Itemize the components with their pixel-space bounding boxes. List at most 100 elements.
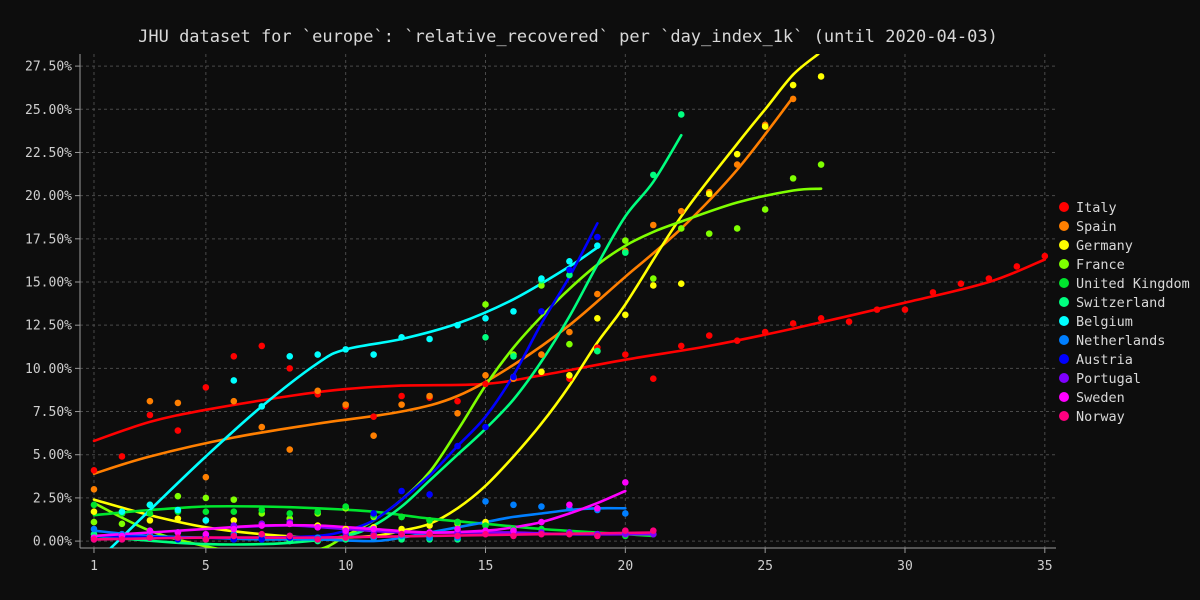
point-netherlands: [538, 503, 545, 510]
y-tick-label: 5.00%: [33, 448, 72, 463]
point-spain: [677, 207, 685, 215]
data-points: [90, 73, 1049, 545]
point-italy: [1013, 263, 1021, 270]
y-tick-label: 0.00%: [33, 535, 72, 550]
point-spain: [202, 473, 210, 481]
point-austria: [426, 491, 433, 498]
point-belgium: [286, 352, 294, 360]
point-spain: [649, 221, 657, 229]
legend-label-norway: Norway: [1076, 409, 1125, 425]
point-belgium: [510, 308, 517, 315]
trend-line-italy: [92, 258, 1047, 443]
point-norway: [482, 530, 489, 538]
trend-line-france: [92, 187, 823, 548]
point-austria: [398, 487, 405, 495]
point-germany: [677, 280, 685, 288]
x-tick-label: 25: [757, 559, 773, 574]
legend-marker-portugal: [1059, 373, 1069, 383]
legend-label-sweden: Sweden: [1076, 390, 1125, 406]
legend-marker-spain: [1059, 221, 1069, 231]
point-germany: [538, 368, 545, 376]
point-france: [482, 301, 489, 308]
point-sweden: [594, 504, 601, 512]
point-italy: [286, 365, 294, 372]
point-germany: [761, 123, 769, 130]
point-belgium: [482, 314, 489, 322]
point-switzerland: [482, 333, 489, 341]
point-belgium: [370, 351, 377, 358]
point-spain: [454, 409, 461, 417]
point-sweden: [454, 525, 461, 533]
y-tick-label: 10.00%: [25, 362, 72, 377]
point-france: [538, 282, 545, 289]
x-tick-label: 10: [338, 559, 354, 574]
point-netherlands: [90, 525, 98, 533]
point-france: [174, 492, 182, 500]
point-italy: [482, 380, 489, 388]
point-italy: [789, 320, 797, 327]
point-germany: [649, 282, 657, 289]
point-spain: [789, 95, 797, 103]
point-sweden: [370, 525, 377, 533]
point-france: [230, 496, 238, 503]
point-sweden: [538, 518, 545, 526]
point-italy: [985, 275, 993, 282]
point-italy: [817, 314, 825, 322]
point-switzerland: [649, 171, 657, 179]
point-germany: [789, 81, 797, 89]
y-tick-label: 2.50%: [33, 491, 72, 506]
legend-marker-norway: [1059, 411, 1069, 421]
point-belgium: [202, 517, 210, 524]
point-netherlands: [510, 501, 517, 509]
point-italy: [845, 318, 853, 326]
legend-label-united-kingdom: United Kingdom: [1076, 276, 1190, 292]
legend-marker-united-kingdom: [1059, 278, 1069, 288]
point-spain: [370, 432, 377, 440]
point-united-kingdom: [258, 506, 266, 514]
point-sweden: [258, 522, 266, 529]
point-austria: [454, 442, 461, 450]
point-spain: [482, 371, 489, 379]
point-germany: [733, 150, 741, 158]
point-norway: [90, 536, 98, 543]
point-spain: [566, 328, 573, 336]
point-france: [789, 175, 797, 182]
point-united-kingdom: [426, 517, 433, 524]
point-norway: [202, 536, 210, 543]
point-france: [202, 494, 210, 502]
point-norway: [314, 536, 322, 543]
point-norway: [594, 532, 601, 540]
trend-line-switzerland: [92, 133, 683, 546]
legend-marker-netherlands: [1059, 335, 1069, 345]
point-italy: [454, 397, 461, 405]
point-spain: [146, 397, 154, 405]
point-switzerland: [510, 352, 517, 360]
point-austria: [538, 308, 545, 315]
legend-marker-switzerland: [1059, 297, 1069, 307]
point-spain: [90, 485, 98, 493]
point-netherlands: [482, 498, 489, 505]
legend-marker-germany: [1059, 240, 1069, 250]
point-france: [622, 237, 629, 244]
point-belgium: [174, 506, 182, 514]
point-belgium: [454, 321, 461, 329]
point-norway: [538, 530, 545, 538]
point-spain: [230, 397, 238, 405]
x-tick-label: 15: [478, 559, 494, 574]
point-italy: [873, 306, 881, 313]
point-spain: [733, 161, 741, 168]
point-spain: [258, 423, 266, 431]
point-spain: [538, 351, 545, 358]
point-norway: [510, 532, 517, 540]
point-austria: [258, 536, 266, 543]
point-switzerland: [566, 271, 573, 279]
point-italy: [761, 328, 769, 336]
point-italy: [705, 332, 713, 339]
point-netherlands: [622, 510, 629, 517]
point-austria: [566, 266, 573, 274]
point-norway: [146, 534, 154, 541]
point-spain: [174, 399, 182, 407]
point-spain: [314, 387, 322, 395]
x-tick-label: 1: [90, 559, 98, 574]
